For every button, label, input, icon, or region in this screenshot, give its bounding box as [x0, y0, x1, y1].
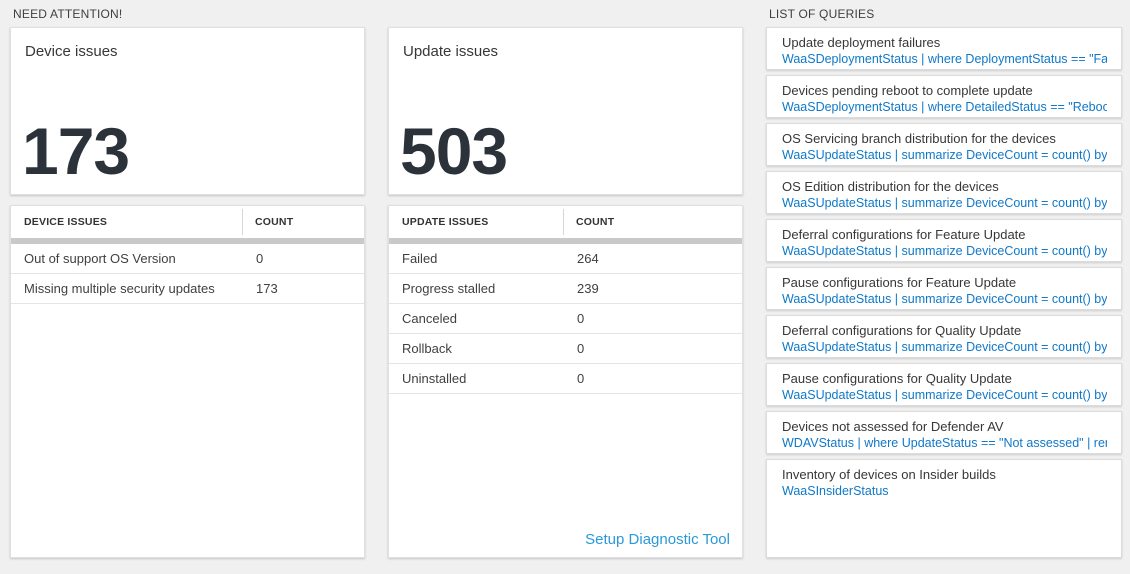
query-text: WaaSUpdateStatus | summarize DeviceCount… — [782, 244, 1107, 258]
horizontal-scrollbar[interactable] — [11, 238, 364, 244]
query-title: OS Servicing branch distribution for the… — [782, 131, 1056, 146]
update-issues-table-header: UPDATE ISSUES COUNT — [389, 206, 742, 238]
query-text: WaaSUpdateStatus | summarize DeviceCount… — [782, 340, 1107, 354]
query-item[interactable]: Pause configurations for Feature Update … — [766, 267, 1122, 310]
update-issues-title: Update issues — [403, 43, 499, 60]
query-title: Pause configurations for Feature Update — [782, 275, 1017, 290]
column-header-count[interactable]: COUNT — [255, 216, 294, 228]
query-item[interactable]: Pause configurations for Quality Update … — [766, 363, 1122, 406]
query-title: Devices pending reboot to complete updat… — [782, 83, 1033, 98]
issue-count: 0 — [577, 341, 585, 356]
device-issues-table: DEVICE ISSUES COUNT Out of support OS Ve… — [10, 205, 365, 558]
query-title: Devices not assessed for Defender AV — [782, 419, 1004, 434]
issue-count: 0 — [577, 371, 585, 386]
issue-count: 173 — [256, 281, 278, 296]
table-row[interactable]: Progress stalled 239 — [389, 274, 742, 304]
query-item[interactable]: Deferral configurations for Feature Upda… — [766, 219, 1122, 262]
update-issues-card[interactable]: Update issues 503 — [388, 27, 743, 195]
dashboard: NEED ATTENTION! Device issues 173 DEVICE… — [10, 0, 1122, 558]
device-issues-count: 173 — [22, 114, 130, 188]
empty-space — [11, 304, 364, 557]
query-item[interactable]: OS Servicing branch distribution for the… — [766, 123, 1122, 166]
table-row[interactable]: Canceled 0 — [389, 304, 742, 334]
device-issues-card[interactable]: Device issues 173 — [10, 27, 365, 195]
issue-label: Failed — [402, 251, 438, 266]
column-header-count[interactable]: COUNT — [576, 216, 615, 228]
query-item[interactable]: Update deployment failures WaaSDeploymen… — [766, 27, 1122, 70]
query-title: Pause configurations for Quality Update — [782, 371, 1012, 386]
query-list: Update deployment failures WaaSDeploymen… — [766, 27, 1122, 558]
issue-count: 0 — [577, 311, 585, 326]
query-title: Deferral configurations for Quality Upda… — [782, 323, 1022, 338]
issue-count: 0 — [256, 251, 264, 266]
list-of-queries-header: LIST OF QUERIES — [769, 7, 875, 21]
query-item[interactable]: Deferral configurations for Quality Upda… — [766, 315, 1122, 358]
query-title: Update deployment failures — [782, 35, 941, 50]
query-text: WaaSDeploymentStatus | where DetailedSta… — [782, 100, 1107, 114]
device-issues-column: NEED ATTENTION! Device issues 173 DEVICE… — [10, 0, 365, 558]
query-item[interactable]: Inventory of devices on Insider builds W… — [766, 459, 1122, 558]
device-issues-title: Device issues — [25, 43, 118, 60]
query-text: WaaSUpdateStatus | summarize DeviceCount… — [782, 292, 1107, 306]
column-header-update-issues[interactable]: UPDATE ISSUES — [389, 209, 564, 235]
issue-label: Uninstalled — [402, 371, 467, 386]
query-item[interactable]: OS Edition distribution for the devices … — [766, 171, 1122, 214]
issue-label: Progress stalled — [402, 281, 496, 296]
horizontal-scrollbar[interactable] — [389, 238, 742, 244]
query-title: Inventory of devices on Insider builds — [782, 467, 996, 482]
query-text: WaaSInsiderStatus — [782, 484, 889, 498]
query-item[interactable]: Devices pending reboot to complete updat… — [766, 75, 1122, 118]
issue-label: Missing multiple security updates — [24, 281, 215, 296]
query-item[interactable]: Devices not assessed for Defender AV WDA… — [766, 411, 1122, 454]
device-issues-table-header: DEVICE ISSUES COUNT — [11, 206, 364, 238]
query-text: WaaSUpdateStatus | summarize DeviceCount… — [782, 388, 1107, 402]
table-row[interactable]: Failed 264 — [389, 244, 742, 274]
section-header-spacer — [388, 0, 743, 27]
query-text: WaaSDeploymentStatus | where DeploymentS… — [782, 52, 1107, 66]
column-header-device-issues[interactable]: DEVICE ISSUES — [11, 209, 243, 235]
issue-count: 264 — [577, 251, 599, 266]
table-row[interactable]: Uninstalled 0 — [389, 364, 742, 394]
query-title: Deferral configurations for Feature Upda… — [782, 227, 1026, 242]
table-row[interactable]: Out of support OS Version 0 — [11, 244, 364, 274]
queries-column: LIST OF QUERIES Update deployment failur… — [766, 0, 1122, 558]
need-attention-header: NEED ATTENTION! — [13, 7, 123, 21]
setup-diagnostic-tool-link[interactable]: Setup Diagnostic Tool — [585, 531, 730, 548]
update-issues-table: UPDATE ISSUES COUNT Failed 264 Progress … — [388, 205, 743, 558]
table-row[interactable]: Missing multiple security updates 173 — [11, 274, 364, 304]
query-text: WaaSUpdateStatus | summarize DeviceCount… — [782, 148, 1107, 162]
update-issues-count: 503 — [400, 114, 508, 188]
issue-label: Rollback — [402, 341, 452, 356]
query-title: OS Edition distribution for the devices — [782, 179, 999, 194]
issue-label: Out of support OS Version — [24, 251, 176, 266]
table-row[interactable]: Rollback 0 — [389, 334, 742, 364]
empty-space — [389, 394, 742, 531]
issue-count: 239 — [577, 281, 599, 296]
issue-label: Canceled — [402, 311, 457, 326]
query-text: WaaSUpdateStatus | summarize DeviceCount… — [782, 196, 1107, 210]
query-text: WDAVStatus | where UpdateStatus == "Not … — [782, 436, 1107, 450]
update-issues-column: Update issues 503 UPDATE ISSUES COUNT Fa… — [388, 0, 743, 558]
